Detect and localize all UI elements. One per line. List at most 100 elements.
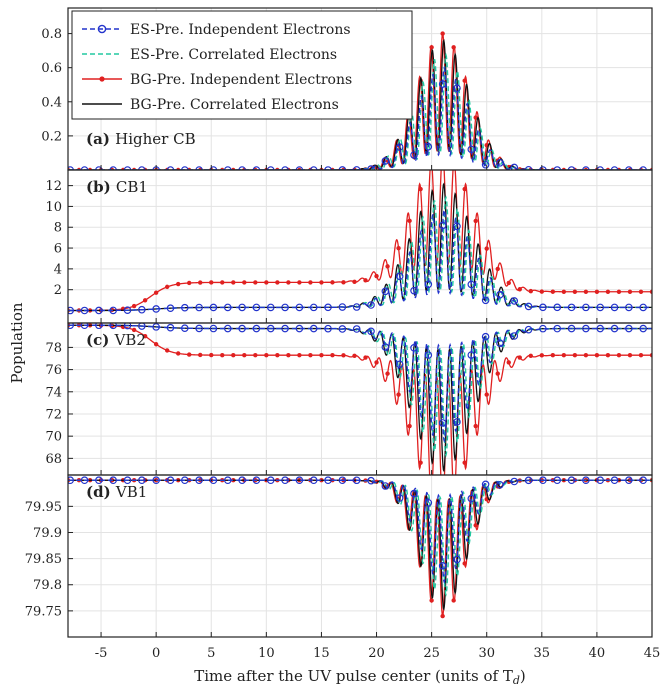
marker-es-independent	[410, 489, 418, 498]
marker-es-independent	[309, 476, 318, 485]
marker-bg-independent	[374, 273, 379, 279]
marker-bg-independent	[319, 280, 324, 285]
marker-es-independent	[453, 84, 461, 92]
marker-bg-independent	[473, 115, 478, 120]
marker-bg-independent	[341, 353, 346, 358]
marker-es-independent	[252, 166, 261, 170]
marker-es-independent	[152, 476, 160, 485]
legend-entry: BG-Pre. Correlated Electrons	[82, 97, 339, 113]
legend-label: BG-Pre. Correlated Electrons	[130, 97, 339, 113]
marker-es-independent	[438, 221, 447, 230]
marker-es-independent	[367, 301, 375, 309]
marker-es-independent	[295, 324, 304, 333]
marker-es-independent	[152, 323, 160, 331]
marker-es-independent	[582, 324, 590, 333]
panel-series	[68, 170, 652, 315]
y-tick-label: 79.95	[25, 500, 62, 515]
marker-es-independent	[582, 303, 590, 312]
marker-es-independent	[123, 166, 132, 170]
marker-bg-independent	[308, 280, 313, 285]
marker-es-independent	[138, 305, 146, 314]
marker-bg-independent	[374, 360, 379, 365]
panel-label: (b) CB1	[86, 178, 148, 196]
marker-es-independent	[395, 143, 404, 151]
marker-es-independent	[95, 166, 103, 170]
panel-label-name: CB1	[116, 178, 148, 196]
marker-es-independent	[266, 324, 275, 333]
x-tick-label: 5	[207, 646, 215, 661]
marker-es-independent	[438, 80, 447, 88]
marker-es-independent	[80, 166, 89, 170]
marker-bg-independent	[484, 246, 489, 251]
marker-es-independent	[438, 419, 447, 427]
marker-bg-independent	[484, 392, 489, 397]
x-tick-label: 10	[258, 646, 275, 661]
marker-es-independent	[109, 166, 117, 170]
marker-es-independent	[68, 476, 75, 485]
marker-es-independent	[195, 476, 203, 485]
marker-bg-independent	[440, 613, 445, 619]
marker-bg-independent	[264, 280, 269, 285]
marker-es-independent	[510, 332, 519, 340]
marker-es-independent	[639, 166, 647, 170]
marker-bg-independent	[297, 352, 302, 358]
marker-bg-independent	[142, 333, 148, 339]
marker-bg-independent	[517, 355, 522, 360]
y-tick-label: 72	[45, 407, 62, 422]
marker-es-independent	[424, 280, 433, 289]
series-es-independent	[68, 208, 652, 312]
marker-es-independent	[467, 280, 476, 289]
marker-es-independent	[152, 305, 160, 313]
marker-bg-independent	[462, 561, 467, 566]
marker-es-independent	[324, 476, 332, 485]
marker-bg-independent	[231, 352, 236, 358]
marker-bg-independent	[131, 327, 137, 333]
marker-bg-independent	[462, 186, 467, 192]
marker-es-independent	[567, 476, 576, 485]
legend: ES-Pre. Independent Electrons ES-Pre. Cor…	[71, 10, 413, 120]
marker-es-independent	[352, 325, 361, 333]
marker-es-independent	[109, 323, 117, 330]
marker-bg-independent	[220, 352, 225, 358]
marker-es-independent	[553, 324, 562, 333]
panel-frame	[67, 169, 653, 324]
marker-bg-independent	[418, 186, 423, 192]
marker-es-independent	[109, 476, 117, 485]
marker-bg-independent	[330, 280, 335, 285]
marker-bg-independent	[153, 290, 159, 295]
marker-bg-independent	[407, 218, 412, 224]
marker-es-independent	[238, 324, 246, 333]
marker-bg-independent	[550, 289, 556, 294]
y-tick-label: 76	[45, 363, 62, 378]
marker-es-independent	[223, 166, 232, 170]
marker-es-independent	[610, 303, 619, 312]
marker-es-independent	[381, 343, 390, 351]
marker-es-independent	[596, 324, 605, 333]
marker-es-independent	[95, 306, 103, 315]
marker-es-independent	[424, 142, 433, 151]
marker-bg-independent	[539, 289, 545, 294]
marker-bg-independent	[495, 371, 500, 376]
marker-bg-independent	[253, 352, 258, 358]
marker-es-independent	[181, 324, 189, 333]
marker-es-independent	[481, 332, 490, 341]
marker-es-independent	[252, 303, 261, 312]
marker-es-independent	[496, 159, 504, 167]
marker-bg-independent	[242, 352, 247, 358]
marker-bg-independent	[616, 289, 622, 294]
legend-label: ES-Pre. Independent Electrons	[130, 22, 351, 38]
marker-es-independent	[95, 476, 103, 485]
legend-label: BG-Pre. Independent Electrons	[130, 72, 352, 88]
y-tick-label: 0.6	[41, 61, 62, 76]
marker-bg-independent	[286, 280, 291, 285]
marker-es-independent	[381, 157, 390, 165]
y-tick-label: 70	[45, 430, 62, 445]
marker-es-independent	[195, 303, 203, 312]
y-tick-label: 6	[54, 242, 62, 257]
marker-es-independent	[309, 324, 318, 333]
marker-es-independent	[80, 323, 89, 330]
marker-bg-independent	[153, 342, 159, 347]
marker-es-independent	[252, 324, 261, 333]
marker-bg-independent	[627, 289, 633, 294]
x-label-close: )	[520, 667, 526, 685]
